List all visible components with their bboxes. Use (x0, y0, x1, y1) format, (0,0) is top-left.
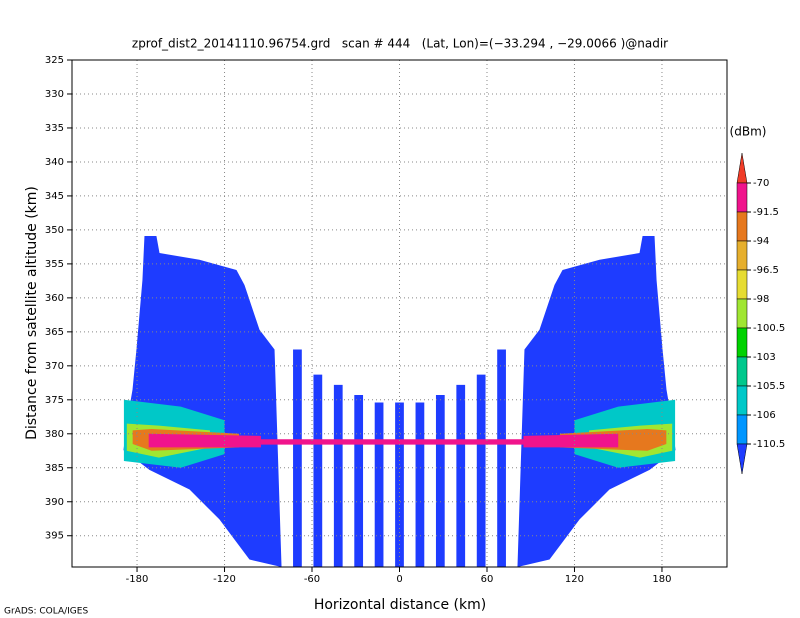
colorbar-label: -70 (753, 178, 769, 189)
y-tick-label: 385 (45, 463, 64, 474)
colorbar-segment (736, 269, 748, 300)
footer: GrADS: COLA/IGES (4, 607, 88, 617)
echo-region (523, 433, 619, 448)
colorbar-label: -98 (753, 294, 769, 305)
colorbar-label: -91.5 (753, 207, 779, 218)
y-tick-label: 350 (45, 225, 64, 236)
echo-region (435, 395, 445, 567)
echo-region (374, 402, 384, 567)
echo-region (148, 433, 261, 448)
colorbar-segment (736, 385, 748, 416)
plot-frame (71, 59, 728, 568)
x-axis-label: Horizontal distance (km) (314, 597, 486, 613)
x-tick-label: -60 (304, 574, 320, 585)
echo-region (313, 374, 323, 567)
echo-region (476, 374, 486, 567)
y-tick-label: 345 (45, 191, 64, 202)
echo-region (415, 402, 425, 567)
colorbar-unit: (dBm) (730, 125, 767, 139)
echo-region (354, 395, 364, 567)
echo-region (456, 384, 466, 567)
colorbar-label: -105.5 (753, 381, 785, 392)
colorbar-segment (736, 356, 748, 387)
y-tick-label: 380 (45, 429, 64, 440)
colorbar-segment (736, 182, 748, 213)
x-tick-label: 60 (481, 574, 494, 585)
colorbar-segment (736, 298, 748, 329)
echo-region (123, 236, 282, 568)
y-tick-label: 335 (45, 123, 64, 134)
x-tick-label: 120 (565, 574, 584, 585)
echo-region (497, 349, 506, 567)
colorbar-label: -110.5 (753, 439, 785, 450)
colorbar-label: -96.5 (753, 265, 779, 276)
echo-region (517, 236, 676, 568)
x-tick-label: -120 (213, 574, 236, 585)
colorbar-segment (736, 414, 748, 445)
colorbar-segment (736, 240, 748, 271)
y-tick-label: 365 (45, 327, 64, 338)
echo-region (260, 439, 539, 445)
x-tick-label: -180 (126, 574, 149, 585)
colorbar-label: -106 (753, 410, 776, 421)
y-tick-label: 360 (45, 293, 64, 304)
y-tick-label: 325 (45, 55, 64, 66)
x-tick-label: 0 (396, 574, 402, 585)
y-tick-label: 370 (45, 361, 64, 372)
y-axis-label: Distance from satellite altitude (km) (24, 186, 40, 440)
x-tick-label: 180 (652, 574, 671, 585)
y-tick-label: 355 (45, 259, 64, 270)
echo-region (293, 349, 302, 567)
echo-region (333, 384, 343, 567)
colorbar-label: -103 (753, 352, 776, 363)
colorbar-cap (736, 152, 748, 184)
colorbar-label: -100.5 (753, 323, 785, 334)
y-tick-label: 330 (45, 89, 64, 100)
y-tick-label: 375 (45, 395, 64, 406)
y-tick-label: 340 (45, 157, 64, 168)
chart-title: zprof_dist2_20141110.96754.grd scan # 44… (132, 37, 668, 51)
colorbar-label: -94 (753, 236, 769, 247)
colorbar-segment (736, 327, 748, 358)
y-tick-label: 395 (45, 531, 64, 542)
colorbar-cap (736, 443, 748, 475)
y-tick-label: 390 (45, 497, 64, 508)
colorbar-segment (736, 211, 748, 242)
